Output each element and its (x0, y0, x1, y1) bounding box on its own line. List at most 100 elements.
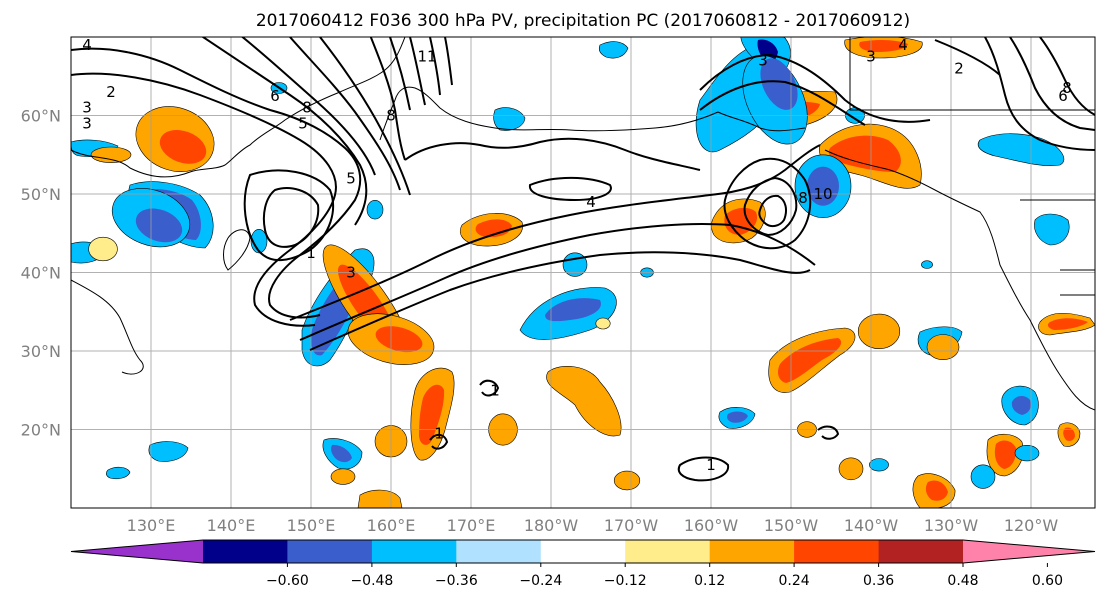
colorbar: −0.60 −0.48 −0.36 −0.24 −0.12 0.12 0.24 0.36 0.4… (70, 539, 1096, 589)
precip-positive-region (595, 317, 611, 330)
pv-contour-label: 3 (866, 48, 876, 66)
precip-positive-region (1063, 427, 1075, 441)
precip-negative-region (105, 466, 131, 480)
pv-contour-label: 8 (386, 107, 396, 125)
pv-contour-label: 1 (706, 456, 716, 474)
lon-tick-label: 180°W (524, 516, 579, 535)
colorbar-segment (709, 540, 795, 563)
precip-positive-region (475, 219, 512, 238)
lon-tick-label: 150°E (287, 516, 336, 535)
pv-contour-label: 10 (813, 185, 832, 203)
precip-positive-region (994, 440, 1017, 469)
pv-contour-label: 6 (1058, 87, 1068, 105)
colorbar-min-extension (71, 540, 203, 563)
lat-lon-grid (71, 37, 1095, 508)
pv-contour-label: 1 (306, 244, 316, 262)
pv-contour-label: 3 (758, 52, 768, 70)
pv-contour-label: 3 (82, 99, 92, 117)
lat-tick-label: 50°N (21, 185, 61, 204)
pv-contour-label: 1 (434, 424, 444, 442)
colorbar-tick-label: −0.24 (519, 573, 562, 589)
lon-tick-label: 170°E (447, 516, 496, 535)
precip-negative-region (1034, 213, 1070, 246)
lat-tick-label: 40°N (21, 264, 61, 283)
precip-positive-region (375, 326, 423, 353)
precip-negative-region (921, 260, 933, 269)
precip-negative-region (135, 208, 183, 243)
colorbar-tick-label: −0.48 (350, 573, 393, 589)
precip-negative-region (807, 166, 839, 206)
precip-negative-region (970, 464, 996, 489)
pv-contour-label: 2 (954, 59, 964, 77)
lon-tick-label: 150°W (764, 516, 819, 535)
pv-contour-label: 11 (417, 48, 436, 66)
precip-negative-region (869, 458, 889, 472)
lon-tick-label: 140°W (844, 516, 899, 535)
colorbar-segment (794, 540, 879, 563)
precip-positive-region (613, 470, 641, 491)
precip-positive-region (90, 146, 132, 163)
lat-tick-label: 60°N (21, 107, 61, 126)
precip-negative-region (1014, 445, 1040, 462)
precip-positive-region (828, 135, 901, 172)
colorbar-segment (625, 540, 711, 563)
colorbar-tick-label: −0.12 (604, 573, 647, 589)
colorbar-tick-label: 0.12 (694, 573, 725, 589)
precip-negative-region (331, 444, 352, 463)
lon-tick-label: 140°E (207, 516, 256, 535)
precip-positive-region (778, 338, 842, 383)
lon-tick-label: 120°W (1004, 516, 1059, 535)
chart-title: 2017060412 F036 300 hPa PV, precipitatio… (256, 11, 910, 31)
colorbar-tick-label: 0.48 (947, 573, 978, 589)
pv-contour-label: 2 (106, 83, 116, 101)
colorbar-tick-label: −0.60 (266, 573, 309, 589)
precip-positive-region (330, 468, 356, 485)
colorbar-segment (456, 540, 542, 563)
precip-positive-region (857, 313, 901, 350)
precip-negative-region (760, 58, 798, 110)
colorbar-max-extension (963, 540, 1095, 563)
lon-tick-label: 160°E (367, 516, 416, 535)
lon-tick-label: 130°W (924, 516, 979, 535)
precip-positive-region (1047, 318, 1088, 330)
lon-tick-label: 160°W (684, 516, 739, 535)
colorbar-segment (371, 540, 457, 563)
lat-tick-label: 20°N (21, 421, 61, 440)
colorbar-segment (287, 540, 373, 563)
precip-negative-region (545, 298, 601, 322)
coastline (71, 37, 1095, 411)
precip-positive-region (925, 480, 948, 501)
precip-negative-region (727, 411, 748, 423)
pv-contour-label: 5 (346, 169, 356, 187)
precip-negative-region (148, 441, 189, 462)
precip-positive-region (88, 236, 118, 262)
pv-contour-label: 5 (298, 114, 308, 132)
colorbar-segment (540, 540, 626, 563)
colorbar-outline (70, 539, 1096, 564)
pv-contour-label: 4 (82, 36, 92, 54)
precip-positive-region (926, 334, 960, 361)
longitude-axis: 130°E 140°E 150°E 160°E 170°E 180°W 170°W 160°W… (127, 516, 1059, 535)
pv-contour-label: 6 (270, 87, 280, 105)
pv-contour-label: 8 (798, 189, 808, 207)
pv-contours (71, 37, 1095, 482)
lon-tick-label: 170°W (604, 516, 659, 535)
precip-positive-region (838, 457, 864, 481)
pv-contour-label: 1 (490, 381, 500, 399)
precip-positive-region (546, 366, 622, 437)
pv-contour-label: 8 (1062, 79, 1072, 97)
precip-negative-region (1011, 396, 1031, 415)
precip-negative-region (598, 41, 629, 59)
precip-positive-region (159, 130, 207, 164)
pv-contour-label: 4 (898, 36, 908, 54)
latitude-axis: 20°N 30°N 40°N 50°N 60°N (21, 107, 61, 440)
pv-contour-label: 4 (586, 193, 596, 211)
colorbar-segment (878, 540, 964, 563)
map-frame (70, 36, 1096, 509)
colorbar-tick-label: 0.36 (863, 573, 894, 589)
lon-tick-label: 130°E (127, 516, 176, 535)
colorbar-tick-label: 0.60 (1032, 573, 1063, 589)
pv-contour-label: 8 (302, 99, 312, 117)
colorbar-tick-label: −0.36 (435, 573, 478, 589)
